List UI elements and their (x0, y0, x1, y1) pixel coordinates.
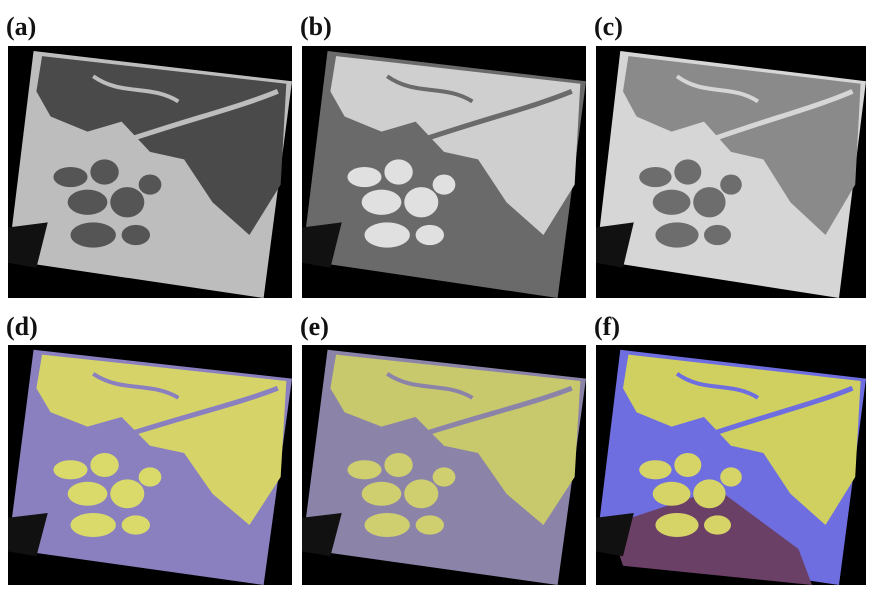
island (720, 467, 742, 486)
panel-label: (c) (594, 14, 623, 40)
island (433, 467, 456, 486)
island (347, 460, 381, 479)
island (384, 159, 412, 184)
island (68, 190, 108, 215)
island (53, 167, 87, 187)
island (347, 167, 381, 187)
island (674, 453, 701, 477)
panel-label: (d) (6, 314, 38, 340)
island (110, 187, 144, 217)
figure: (a) (b) (c) (d) (e) (f) (0, 0, 873, 589)
island (693, 187, 725, 217)
island (674, 159, 701, 184)
panel-label: (f) (594, 314, 620, 340)
island (720, 175, 742, 195)
island (122, 515, 150, 534)
panel-label: (e) (300, 314, 329, 340)
island (90, 159, 118, 184)
island (653, 190, 691, 215)
island (384, 453, 412, 477)
island (653, 482, 691, 506)
panel-label: (a) (6, 14, 36, 40)
island (704, 225, 731, 245)
island (433, 175, 456, 195)
satellite-image (8, 345, 292, 585)
island (90, 453, 118, 477)
island (110, 479, 144, 508)
island (53, 460, 87, 479)
panel-label: (b) (300, 14, 332, 40)
island (404, 187, 438, 217)
island (139, 175, 162, 195)
island (639, 167, 671, 187)
island (416, 515, 444, 534)
satellite-image (302, 345, 586, 585)
island (364, 222, 409, 247)
island (122, 225, 150, 245)
satellite-image (302, 46, 586, 298)
island (704, 515, 731, 534)
satellite-image (596, 46, 866, 298)
island (68, 482, 108, 506)
island (655, 222, 698, 247)
island (362, 482, 402, 506)
island (416, 225, 444, 245)
island (655, 513, 698, 537)
island (404, 479, 438, 508)
satellite-image (8, 46, 292, 298)
island (362, 190, 402, 215)
island (139, 467, 162, 486)
satellite-image (596, 345, 866, 585)
island (70, 513, 115, 537)
island (364, 513, 409, 537)
island (693, 479, 725, 508)
island (70, 222, 115, 247)
island (639, 460, 671, 479)
